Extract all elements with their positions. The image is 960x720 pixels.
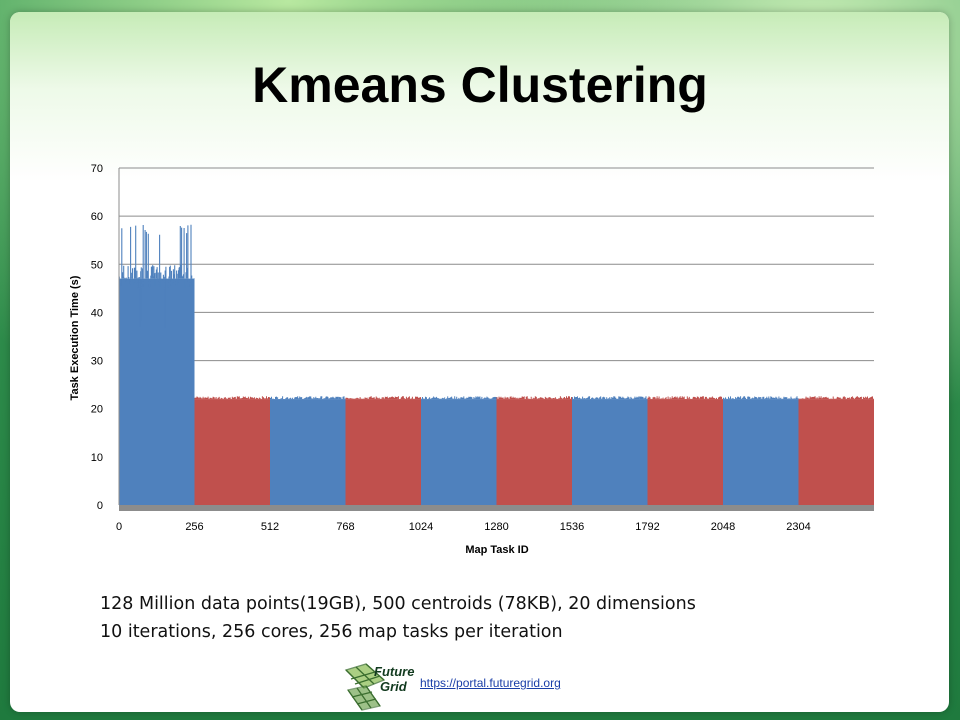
x-axis-label: Map Task ID [465, 544, 528, 556]
x-tick-label: 1024 [409, 521, 433, 533]
iteration-1-block [119, 278, 195, 505]
iteration-1-bars [118, 224, 195, 505]
y-tick-label: 20 [91, 404, 103, 416]
iteration-9-edge [723, 396, 799, 400]
iteration-8-edge [647, 396, 723, 400]
slide-header-glow [10, 12, 949, 182]
iteration-6-bars [496, 396, 572, 505]
portal-link[interactable]: https://portal.futuregrid.org [420, 676, 561, 690]
logo-text-grid: Grid [380, 679, 407, 694]
y-axis-label: Task Execution Time (s) [69, 275, 81, 400]
iteration-3-block [270, 399, 346, 505]
iteration-10-edge [798, 396, 874, 400]
caption-line-1: 128 Million data points(19GB), 500 centr… [100, 594, 696, 614]
iteration-5-edge [421, 396, 497, 400]
iteration-10-bars [798, 396, 874, 505]
x-tick-label: 768 [336, 521, 354, 533]
iteration-9-block [723, 399, 799, 505]
iteration-2-bars [194, 396, 270, 505]
chart-y-ticks: 0 10 20 30 40 50 60 70 [91, 163, 103, 512]
grid-logo-icon [344, 663, 386, 711]
x-tick-label: 0 [116, 521, 122, 533]
iteration-4-edge [345, 396, 421, 400]
iteration-6-edge [496, 396, 572, 400]
y-tick-label: 10 [91, 452, 103, 464]
iteration-8-block [647, 399, 723, 505]
iteration-3-edge [270, 396, 346, 400]
chart-axes [118, 168, 874, 511]
iteration-10-block [798, 399, 874, 505]
iteration-5-block [421, 399, 497, 505]
iteration-2-block [194, 399, 270, 505]
x-tick-label: 2048 [711, 521, 735, 533]
x-axis-base [119, 505, 874, 511]
x-tick-label: 512 [261, 521, 279, 533]
y-tick-label: 30 [91, 356, 103, 368]
slide-title: Kmeans Clustering [252, 57, 708, 113]
chart-x-ticks: 0 256 512 768 1024 1280 1536 1792 2048 2304 [116, 521, 811, 533]
iteration-8-bars [647, 396, 723, 505]
iteration-5-bars [421, 396, 497, 505]
logo-text-future: Future [374, 664, 415, 679]
y-tick-label: 0 [97, 500, 103, 512]
x-tick-label: 1792 [635, 521, 659, 533]
y-tick-label: 40 [91, 307, 103, 319]
iteration-7-block [572, 399, 648, 505]
iteration-6-block [496, 399, 572, 505]
x-tick-label: 256 [185, 521, 203, 533]
y-tick-label: 70 [91, 163, 103, 175]
iteration-3-bars [270, 396, 346, 505]
iteration-9-bars [723, 396, 799, 505]
x-tick-label: 2304 [786, 521, 810, 533]
y-tick-label: 50 [91, 259, 103, 271]
iteration-7-edge [572, 396, 648, 400]
caption-line-2: 10 iterations, 256 cores, 256 map tasks … [100, 622, 563, 642]
iteration-4-block [345, 399, 421, 505]
x-tick-label: 1536 [560, 521, 584, 533]
iteration-2-edge [194, 396, 270, 400]
x-tick-label: 1280 [484, 521, 508, 533]
futuregrid-logo: Future Grid [340, 660, 420, 712]
chart-bars [118, 224, 874, 505]
iteration-4-bars [345, 396, 421, 505]
y-tick-label: 60 [91, 211, 103, 223]
iteration-7-bars [572, 396, 648, 505]
